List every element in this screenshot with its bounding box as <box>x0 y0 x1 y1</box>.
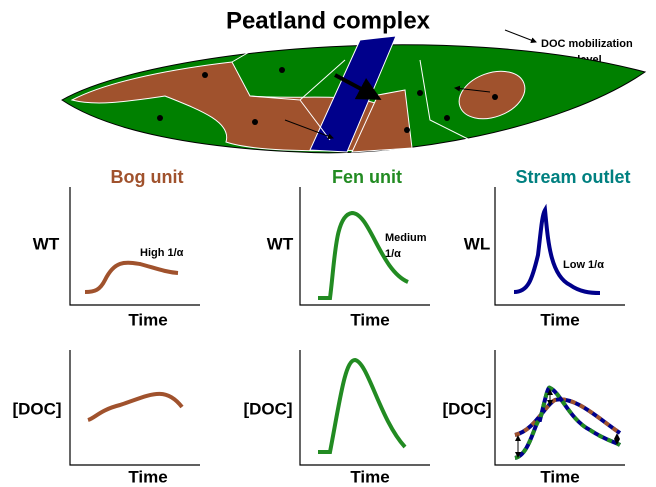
column-title: Stream outlet <box>515 167 630 187</box>
plot: [DOC] Time <box>442 350 625 486</box>
annotation: Medium <box>385 232 427 244</box>
y-label: [DOC] <box>442 399 491 418</box>
title: Peatland complex <box>226 7 431 34</box>
plot: [DOC] Time <box>12 350 200 486</box>
annotation: 1/α <box>385 248 401 260</box>
column-title: Bog unit <box>111 167 184 187</box>
y-label: [DOC] <box>243 399 292 418</box>
y-label: WT <box>267 234 294 253</box>
x-label: Time <box>350 310 389 329</box>
y-label: WL <box>464 234 490 253</box>
plot: [DOC] Time <box>243 350 430 486</box>
legend-arrow <box>504 29 537 43</box>
x-label: Time <box>540 310 579 329</box>
annotation: Low 1/α <box>563 259 604 271</box>
x-label: Time <box>128 467 167 486</box>
plot: WL Low 1/α Time <box>464 187 625 329</box>
x-label: Time <box>128 310 167 329</box>
legend-arrow-label: DOC mobilization <box>541 38 633 50</box>
column-title: Fen unit <box>332 167 402 187</box>
x-label: Time <box>540 467 579 486</box>
x-label: Time <box>350 467 389 486</box>
plot: WT Medium 1/α Time <box>267 187 430 329</box>
plot: WT High 1/α Time <box>33 187 200 329</box>
peatland-map <box>61 35 647 154</box>
y-label: WT <box>33 234 60 253</box>
y-label: [DOC] <box>12 399 61 418</box>
annotation: High 1/α <box>140 247 184 259</box>
